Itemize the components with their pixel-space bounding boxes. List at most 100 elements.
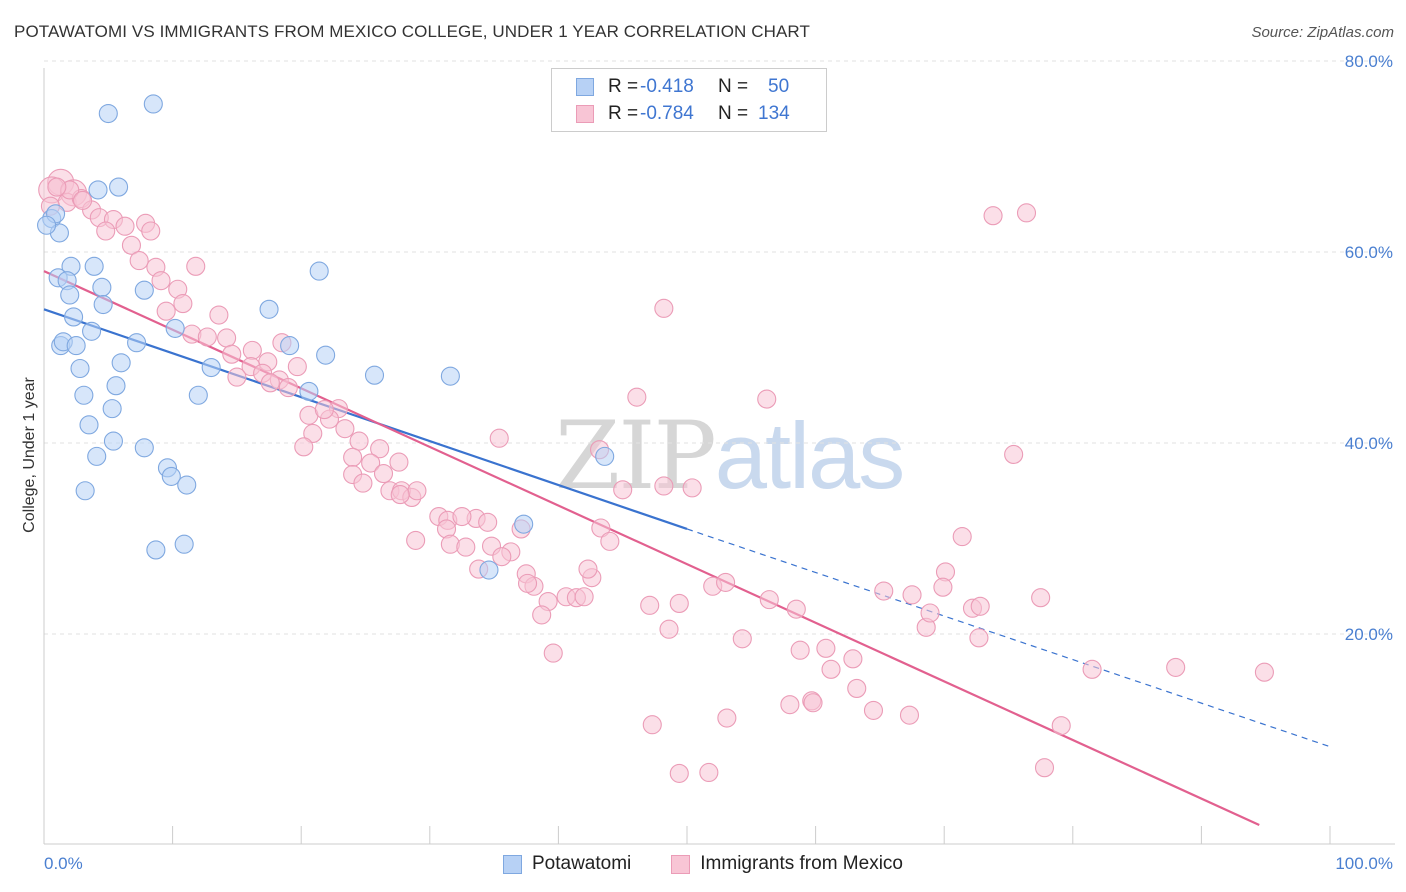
data-point-pink [406, 530, 426, 550]
data-point-pink [669, 593, 689, 613]
data-point-blue [165, 318, 185, 338]
data-point-pink [222, 344, 242, 364]
data-point-pink [902, 585, 922, 605]
data-point-pink [314, 400, 334, 420]
data-point-pink [294, 437, 314, 457]
data-point-blue [79, 415, 99, 435]
legend-n-value: 134 [758, 103, 790, 124]
data-point-pink [303, 423, 323, 444]
data-point-pink [600, 531, 620, 551]
data-point-pink [640, 595, 660, 615]
data-point-pink [370, 439, 390, 459]
data-point-pink [260, 373, 280, 393]
data-point-pink [1166, 657, 1186, 677]
data-point-blue [316, 345, 336, 365]
data-point-pink [543, 643, 563, 663]
legend-n-label: N = [718, 103, 749, 124]
data-point-pink [699, 762, 719, 783]
data-point-pink [803, 693, 823, 713]
data-point-blue [309, 261, 329, 281]
chart-title: POTAWATOMI VS IMMIGRANTS FROM MEXICO COL… [14, 22, 810, 41]
data-point-blue [60, 285, 80, 305]
gridlines [44, 60, 1395, 635]
legend-row-mexico: R = -0.784 N = 134 [576, 101, 790, 127]
data-point-pink [96, 221, 116, 241]
data-point-blue [102, 399, 122, 419]
data-point-pink [790, 640, 810, 660]
data-point-pink [591, 518, 611, 538]
data-point-blue [74, 385, 94, 405]
data-point-pink [209, 305, 229, 325]
data-point-pink [983, 206, 1003, 226]
data-point-pink [186, 256, 206, 276]
source-label: Source: ZipAtlas.com [1251, 24, 1394, 41]
legend-r-label: R = [608, 76, 639, 97]
data-point-pink [627, 387, 647, 407]
series-legend-swatch-mexico [671, 854, 691, 874]
legend-swatch-potawatomi [576, 78, 594, 96]
legend-n-value: 50 [768, 76, 790, 97]
data-point-blue [93, 294, 113, 315]
data-point-pink [759, 590, 779, 610]
data-point-blue [479, 560, 499, 580]
data-point-pink [156, 301, 176, 321]
data-point-blue [364, 365, 385, 385]
data-point-pink [151, 271, 171, 291]
data-point-pink [578, 559, 598, 579]
data-point-pink [816, 638, 836, 658]
data-point-pink [1034, 758, 1055, 778]
data-point-pink [492, 547, 512, 567]
axes [43, 68, 1395, 845]
data-point-pink [373, 464, 394, 484]
legend-r-value: -0.784 [640, 103, 694, 124]
data-point-blue [299, 381, 319, 401]
data-point-blue [514, 514, 534, 534]
series-legend-label: Potawatomi [532, 853, 632, 874]
data-point-pink [440, 534, 460, 554]
data-point-blue [92, 277, 112, 297]
data-point-pink [1031, 588, 1051, 608]
data-point-blue [280, 336, 300, 356]
data-point-pink [349, 431, 369, 451]
data-point-pink [227, 367, 247, 387]
data-point-blue [70, 358, 90, 379]
x-tick-label: 100.0% [1335, 854, 1393, 873]
data-point-blue [103, 431, 123, 451]
data-point-blue [174, 534, 194, 554]
data-point-blue [75, 481, 95, 501]
y-tick-label: 40.0% [1345, 434, 1393, 453]
data-point-pink [390, 485, 410, 505]
data-point-pink [732, 629, 752, 649]
data-point-pink [843, 649, 863, 669]
data-point-blue [134, 438, 154, 458]
data-point-pink [716, 572, 736, 592]
y-tick-label: 80.0% [1345, 52, 1393, 71]
data-point-pink [407, 481, 427, 501]
data-point-pink [452, 506, 472, 527]
data-point-pink [654, 298, 674, 318]
data-point-blue [146, 540, 166, 560]
data-point-pink [1004, 444, 1024, 465]
data-point-pink [757, 389, 777, 409]
data-point-blue [88, 180, 108, 200]
data-point-pink [478, 512, 498, 532]
trend-line-extension-blue [686, 528, 1331, 748]
legend-n-label: N = [718, 76, 749, 97]
data-point-pink [669, 763, 689, 783]
y-axis-label: College, Under 1 year [21, 377, 38, 533]
data-point-blue [127, 333, 147, 353]
data-point-pink [821, 659, 841, 679]
data-point-pink [1254, 662, 1274, 682]
data-point-pink [343, 447, 363, 467]
data-point-pink [786, 599, 806, 619]
data-point-blue [66, 336, 86, 356]
data-point-pink [173, 294, 193, 314]
data-point-blue [106, 376, 126, 396]
data-point-pink [654, 476, 674, 496]
data-point-pink [863, 700, 884, 720]
x-tick-label: 0.0% [44, 854, 83, 873]
data-point-blue [177, 475, 197, 495]
data-point-pink [1082, 659, 1102, 679]
data-point-pink [287, 357, 307, 377]
